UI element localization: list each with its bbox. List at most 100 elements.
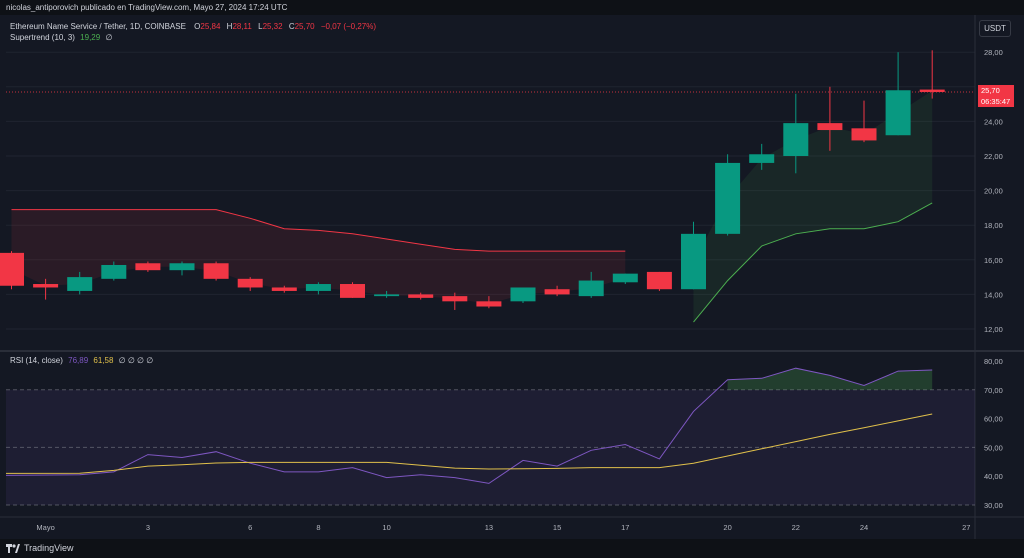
candle: [0, 251, 24, 290]
tradingview-logo-icon: [6, 543, 20, 553]
candle: [851, 100, 877, 143]
rsi-tick-label: 70,00: [984, 386, 1003, 395]
candle-body: [919, 89, 945, 92]
candle: [715, 154, 741, 236]
price-tick-label: 24,00: [984, 117, 1003, 126]
tradingview-brand[interactable]: TradingView: [6, 543, 74, 553]
candle-body: [646, 271, 672, 290]
time-tick-label: 8: [316, 523, 320, 532]
candle: [271, 285, 297, 293]
candle: [33, 278, 59, 300]
supertrend-up-fill: [693, 90, 933, 323]
candle: [101, 261, 127, 281]
candle-body: [0, 252, 24, 286]
ohlc-high-value: 28,11: [232, 22, 252, 31]
rsi-legend[interactable]: RSI (14, close) 76,89 61,58 ∅ ∅ ∅ ∅: [10, 356, 153, 365]
candle: [374, 290, 400, 298]
rsi-tick-label: 50,00: [984, 443, 1003, 452]
candle: [749, 143, 775, 170]
ohlc-change: −0,07 (−0,27%): [320, 22, 377, 31]
supertrend-down-line: [11, 209, 626, 252]
time-tick-label: 6: [248, 523, 252, 532]
candle: [919, 50, 945, 99]
time-tick-label: 15: [553, 523, 561, 532]
candle-body: [271, 287, 297, 291]
candle-body: [544, 289, 570, 295]
candle: [408, 292, 434, 300]
candle-body: [67, 277, 93, 291]
candle-body: [749, 154, 775, 163]
publish-header: nicolas_antiporovich publicado en Tradin…: [0, 0, 1024, 15]
candle-body: [885, 90, 911, 136]
time-tick-label: Mayo: [36, 523, 54, 532]
symbol-title: Ethereum Name Service / Tether, 1D, COIN…: [10, 22, 186, 31]
time-tick-label: 20: [723, 523, 731, 532]
last-price-tag: 25,70 06:35:47: [978, 85, 1014, 107]
rsi-ma-line: [5, 413, 933, 474]
candle: [305, 282, 331, 295]
time-tick-label: 17: [621, 523, 629, 532]
candle: [612, 273, 638, 285]
candle-body: [101, 264, 127, 279]
ohlc-open-label: O: [194, 22, 201, 31]
price-tick-label: 12,00: [984, 325, 1003, 334]
chart-plot[interactable]: 28,0026,0024,0022,0020,0018,0016,0014,00…: [0, 0, 1024, 539]
price-tick-label: 22,00: [984, 152, 1003, 161]
last-price-value: 25,70: [981, 86, 1000, 95]
rsi-tick-label: 30,00: [984, 501, 1003, 510]
supertrend-legend[interactable]: Supertrend (10, 3) 19,29 ∅: [10, 33, 112, 42]
candle-body: [203, 263, 229, 279]
candle-body: [715, 162, 741, 234]
rsi-line: [5, 367, 933, 484]
time-tick-label: 13: [485, 523, 493, 532]
candle: [885, 52, 911, 136]
candle-body: [783, 123, 809, 156]
candle-body: [305, 284, 331, 291]
supertrend-na: ∅: [105, 33, 113, 42]
supertrend-up-line: [693, 202, 933, 323]
candle-body: [612, 273, 638, 283]
price-tick-label: 14,00: [984, 290, 1003, 299]
rsi-value: 76,89: [68, 356, 89, 365]
candle: [67, 271, 93, 295]
rsi-tick-label: 40,00: [984, 472, 1003, 481]
time-tick-label: 24: [860, 523, 868, 532]
brand-label: TradingView: [24, 543, 74, 553]
candle: [340, 282, 365, 298]
candle-body: [374, 294, 400, 297]
ohlc-low-label: L: [258, 22, 263, 31]
supertrend-value: 19,29: [80, 33, 101, 42]
time-tick-label: 10: [382, 523, 390, 532]
footer-bar: [0, 539, 1024, 558]
supertrend-down-fill: [11, 209, 626, 304]
currency-button[interactable]: USDT: [979, 20, 1011, 37]
candle: [646, 271, 672, 291]
candle-body: [510, 287, 536, 302]
candle-body: [135, 263, 161, 271]
price-tick-label: 18,00: [984, 221, 1003, 230]
price-tick-label: 28,00: [984, 48, 1003, 57]
candle-body: [408, 294, 434, 298]
rsi-tick-label: 80,00: [984, 357, 1003, 366]
candle: [135, 261, 161, 272]
time-tick-label: 27: [962, 523, 970, 532]
candle-body: [681, 233, 706, 290]
rsi-na: ∅ ∅ ∅ ∅: [118, 356, 154, 365]
time-tick-label: 22: [792, 523, 800, 532]
candle: [476, 296, 502, 309]
candle: [578, 271, 604, 298]
rsi-label: RSI (14, close): [10, 356, 63, 365]
ohlc-close-value: 25,70: [294, 22, 315, 31]
candle: [681, 221, 706, 290]
candle: [442, 292, 468, 310]
time-tick-label: 3: [146, 523, 150, 532]
candle-body: [578, 280, 604, 297]
rsi-ma-value: 61,58: [93, 356, 114, 365]
ohlc-high-label: H: [226, 22, 233, 31]
price-tick-label: 16,00: [984, 256, 1003, 265]
ohlc-open-value: 25,84: [200, 22, 221, 31]
candle: [817, 86, 843, 151]
candle: [203, 261, 229, 281]
candle: [169, 261, 195, 276]
